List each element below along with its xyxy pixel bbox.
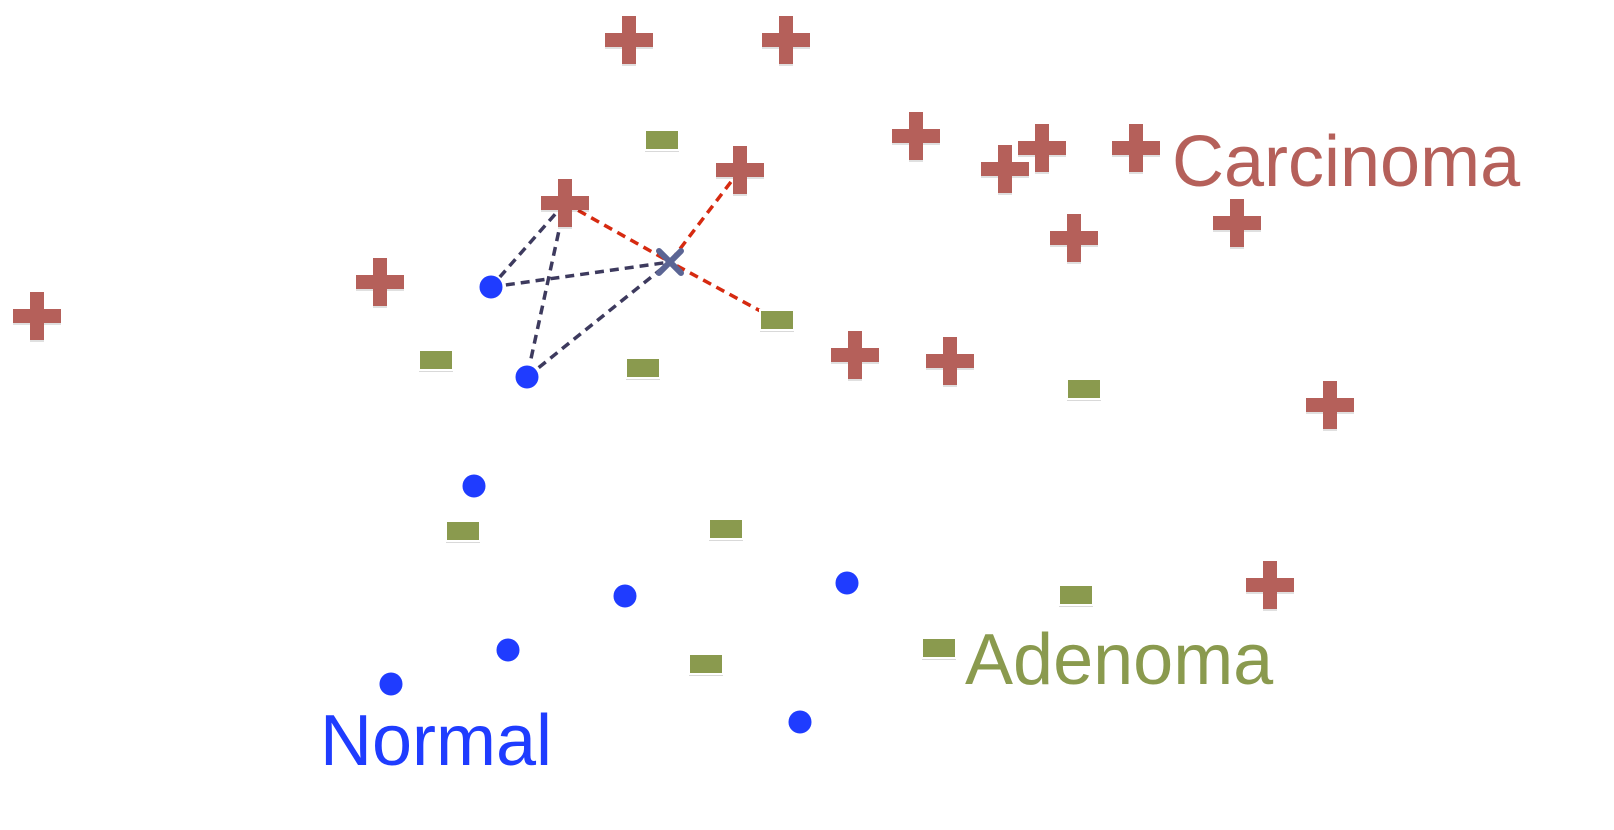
- dot-icon: [513, 363, 541, 391]
- minus-icon: [1066, 378, 1102, 401]
- plus-icon: [356, 258, 404, 308]
- plus-icon: [1213, 199, 1261, 249]
- dot-icon: [494, 636, 522, 664]
- plus-icon: [981, 145, 1029, 195]
- minus-icon: [418, 349, 454, 372]
- dot-icon: [833, 569, 861, 597]
- minus-icon: [644, 129, 680, 152]
- distance-link: [490, 260, 671, 289]
- carcinoma-label: Carcinoma: [1172, 122, 1521, 202]
- distance-link: [525, 202, 567, 378]
- plus-icon: [541, 179, 589, 229]
- dot-icon: [611, 582, 639, 610]
- minus-icon: [688, 653, 724, 676]
- dot-icon: [460, 472, 488, 500]
- plus-icon: [1246, 561, 1294, 611]
- cross-icon: [656, 248, 684, 276]
- plus-icon: [1306, 381, 1354, 431]
- dot-icon: [786, 708, 814, 736]
- plus-icon: [605, 16, 653, 66]
- neighbor-links: [489, 168, 778, 379]
- plus-icon: [1112, 124, 1160, 174]
- plus-icon: [926, 337, 974, 387]
- minus-icon: [708, 518, 744, 541]
- plus-icon: [762, 16, 810, 66]
- neighbor-link: [668, 168, 742, 264]
- minus-icon: [1058, 584, 1094, 607]
- minus-icon: [921, 637, 957, 660]
- minus-icon: [759, 309, 795, 332]
- adenoma-label: Adenoma: [965, 620, 1274, 700]
- plus-icon: [1050, 214, 1098, 264]
- plus-icon: [13, 292, 61, 342]
- neighbor-link: [564, 201, 671, 264]
- plus-icon: [1018, 124, 1066, 174]
- distance-link: [489, 201, 567, 289]
- minus-icon: [625, 357, 661, 380]
- dot-icon: [377, 670, 405, 698]
- sample-points: [13, 16, 1354, 736]
- plus-icon: [892, 112, 940, 162]
- minus-icon: [445, 520, 481, 543]
- normal-label: Normal: [320, 701, 552, 781]
- distance-link: [525, 260, 672, 379]
- plus-icon: [831, 331, 879, 381]
- dot-icon: [477, 273, 505, 301]
- plus-icon: [716, 146, 764, 196]
